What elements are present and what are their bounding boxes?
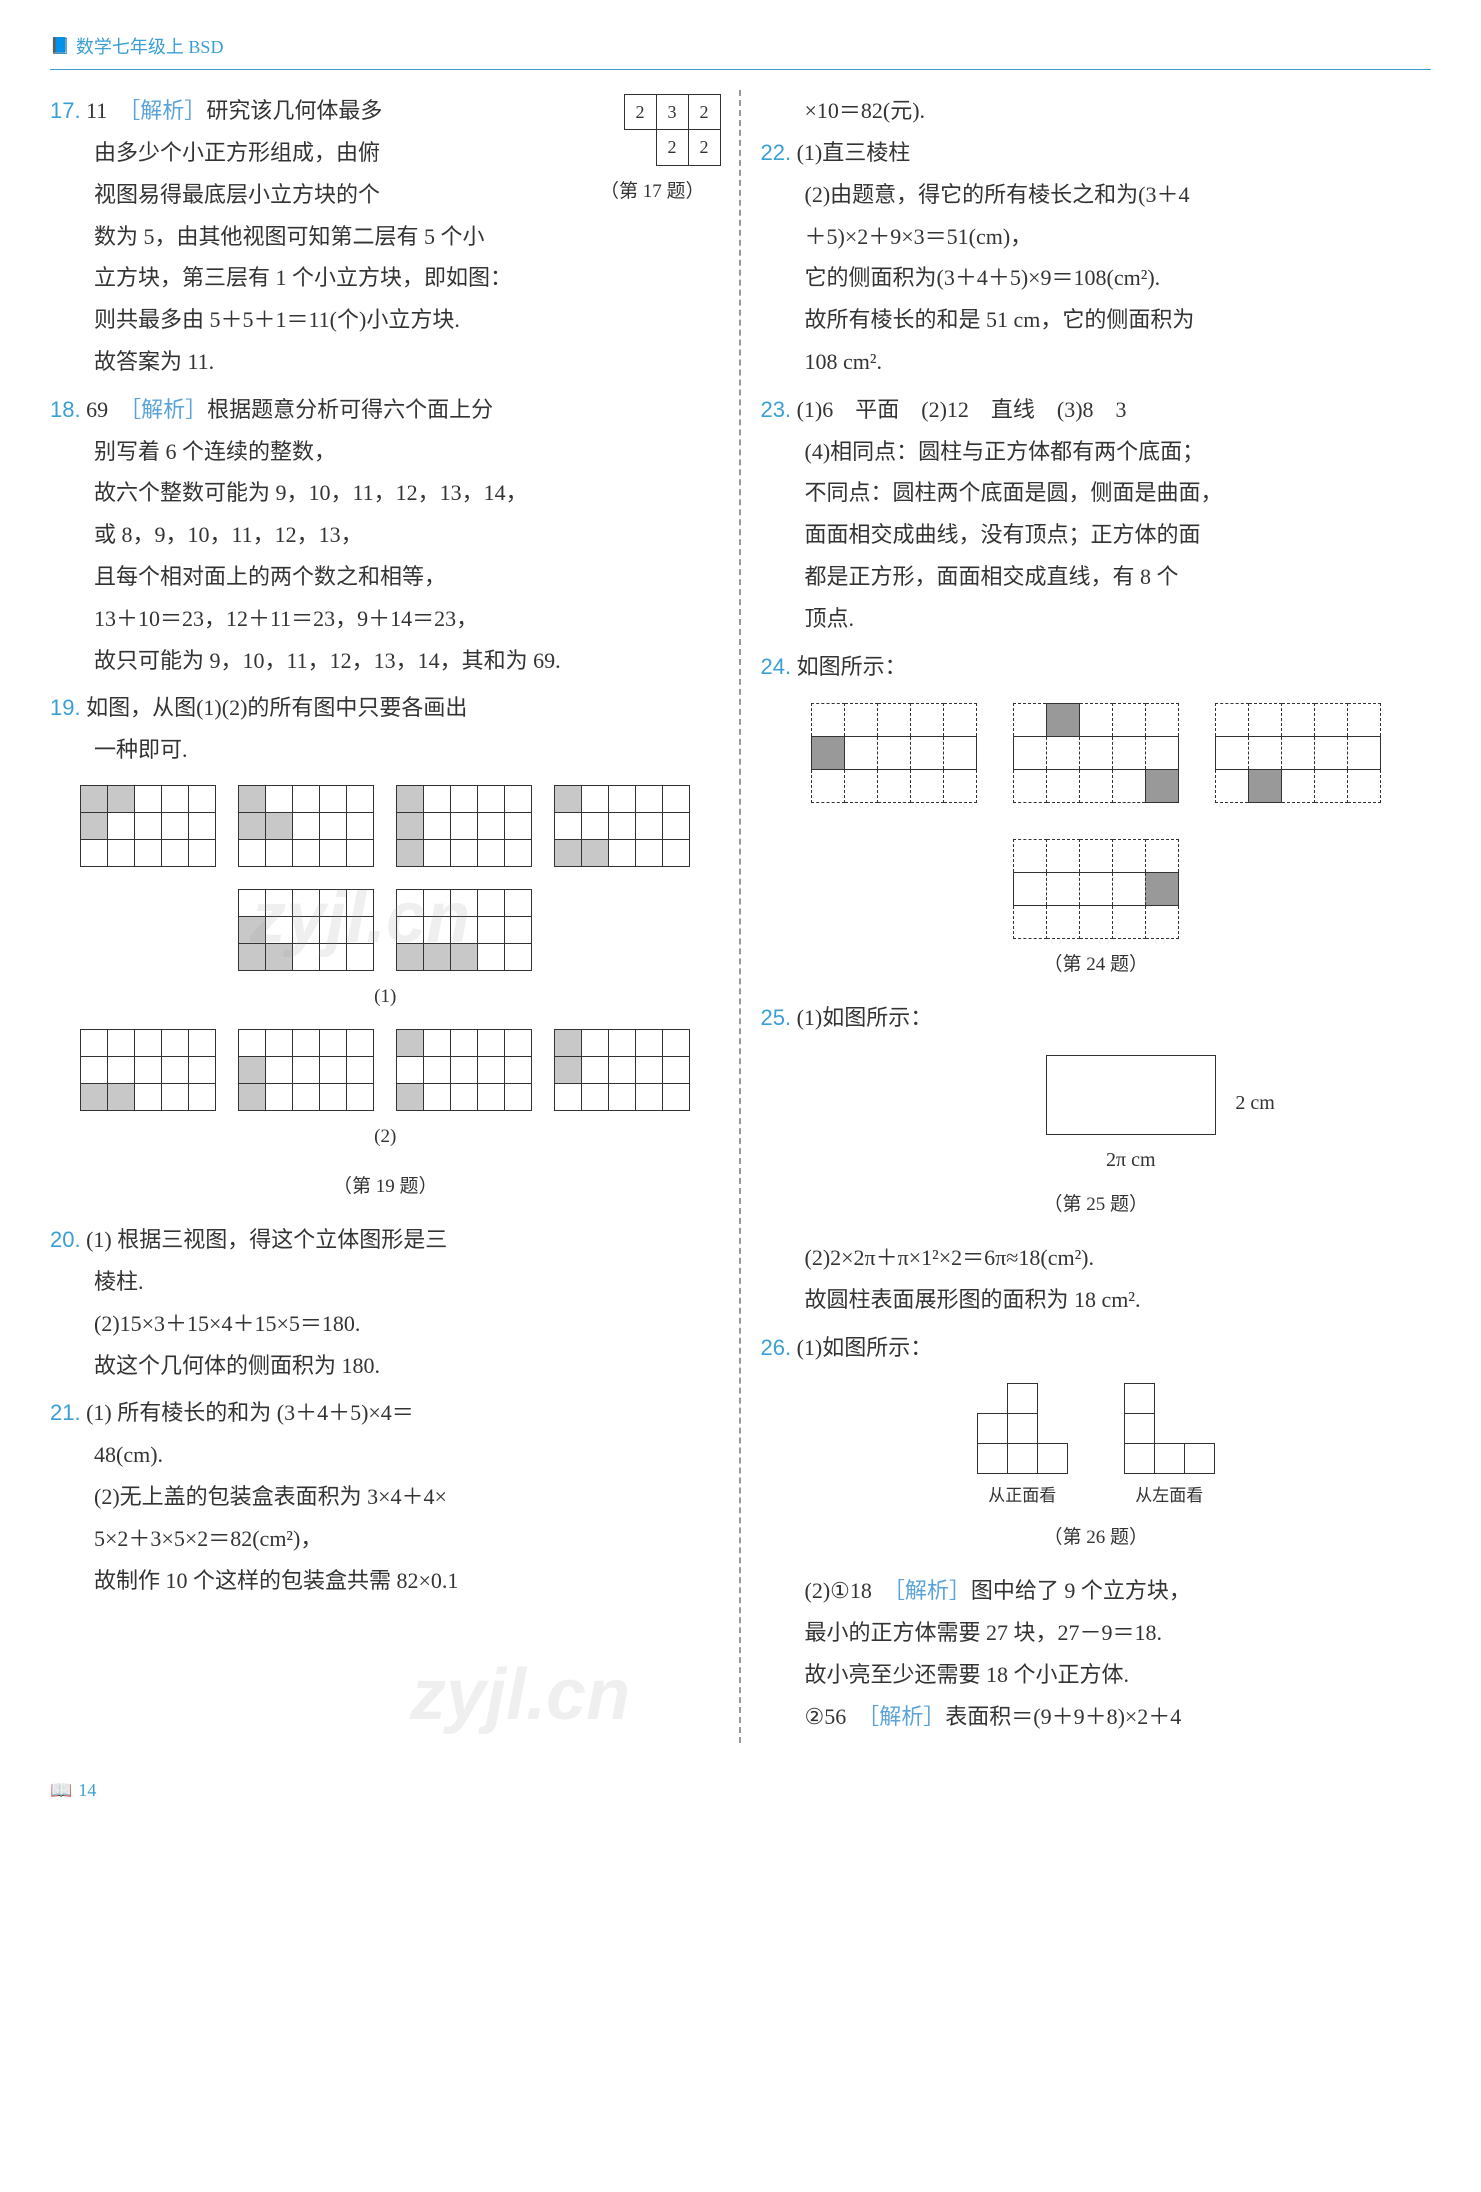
problem-18: 18. 69 ［解析］根据题意分析可得六个面上分 别写着 6 个连续的整数， 故… <box>50 389 721 682</box>
q17-table: 232 22 <box>624 94 721 165</box>
problem-21: 21. (1) 所有棱长的和为 (3＋4＋5)×4＝ 48(cm). (2)无上… <box>50 1392 721 1601</box>
q24-grids <box>761 703 1432 939</box>
page-header: 📘 数学七年级上 BSD <box>50 30 1431 70</box>
right-column: zyjl.cn ×10＝82(元). 22. (1)直三棱柱 (2)由题意，得它… <box>761 90 1432 1743</box>
q25-diagram: 2 cm 2π cm <box>761 1055 1432 1179</box>
problem-19: 19. 如图，从图(1)(2)的所有图中只要各画出 一种即可. (1) (2) … <box>50 687 721 1205</box>
q26-shapes: 从正面看 从左面看 <box>761 1383 1432 1512</box>
problem-24: 24. 如图所示： <box>761 646 1432 984</box>
book-icon: 📘 <box>50 32 70 62</box>
header-text: 数学七年级上 BSD <box>76 30 224 64</box>
left-column: zyjl.cn 232 22 17. 11 ［解析］研究该几何体最多 由多少个小… <box>50 90 721 1743</box>
problem-25: 25. (1)如图所示： 2 cm 2π cm （第 25 题） (2)2×2π… <box>761 997 1432 1320</box>
q19-grids-1 <box>50 785 721 971</box>
page-number: 📖 14 <box>50 1773 1431 1807</box>
problem-17: 232 22 17. 11 ［解析］研究该几何体最多 由多少个小正方形组成，由俯… <box>50 90 721 383</box>
page-icon: 📖 <box>50 1773 72 1807</box>
q17-number: 17. <box>50 98 81 123</box>
problem-23: 23. (1)6 平面 (2)12 直线 (3)8 3 (4)相同点：圆柱与正方… <box>761 389 1432 640</box>
problem-20: 20. (1) 根据三视图，得这个立体图形是三 棱柱. (2)15×3＋15×4… <box>50 1219 721 1386</box>
q19-grids-2 <box>50 1029 721 1111</box>
problem-22: 22. (1)直三棱柱 (2)由题意，得它的所有棱长之和为(3＋4 ＋5)×2＋… <box>761 132 1432 383</box>
content-columns: zyjl.cn 232 22 17. 11 ［解析］研究该几何体最多 由多少个小… <box>50 90 1431 1743</box>
problem-26: 26. (1)如图所示： 从正面看 从左面看 <box>761 1327 1432 1737</box>
